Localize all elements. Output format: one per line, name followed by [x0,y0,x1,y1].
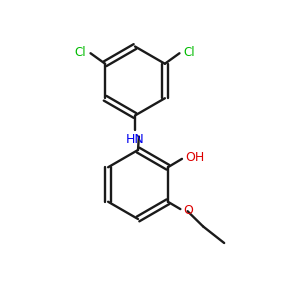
Text: O: O [183,203,193,217]
Text: HN: HN [126,134,144,146]
Text: Cl: Cl [75,46,86,59]
Text: Cl: Cl [184,46,195,59]
Text: OH: OH [185,151,204,164]
